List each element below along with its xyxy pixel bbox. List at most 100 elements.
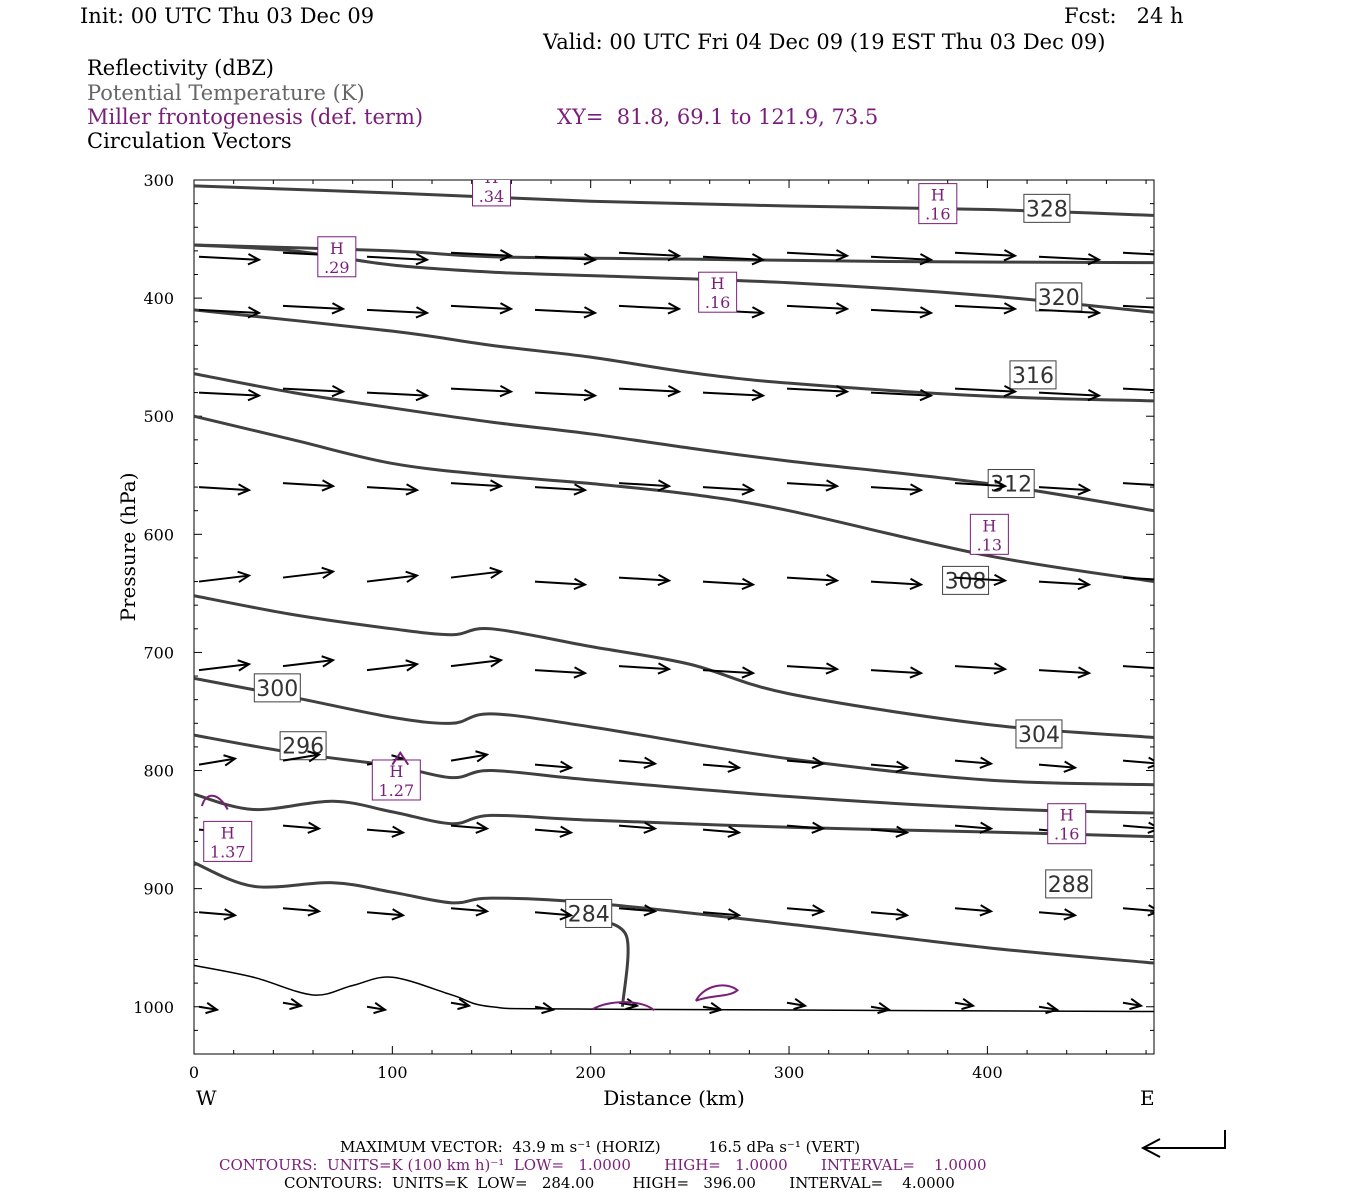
- vector-shaft: [1038, 308, 1100, 314]
- contour-label-300: 300: [256, 677, 298, 702]
- fronto-contour: [592, 1001, 655, 1012]
- frontogenesis-max: H.16: [698, 271, 738, 313]
- vector-shaft: [198, 255, 260, 261]
- circulation-vector: [1038, 253, 1102, 266]
- vector-shaft: [1122, 907, 1154, 912]
- vector-shaft: [870, 255, 932, 261]
- circulation-vector: [702, 253, 766, 266]
- circulation-vector: [1122, 251, 1154, 256]
- vector-shaft: [450, 251, 512, 257]
- circulation-vector: [534, 1002, 556, 1015]
- vector-head: [307, 821, 322, 834]
- vector-head: [909, 577, 924, 591]
- circulation-vector: [198, 659, 252, 672]
- theta-contour-312: [194, 372, 1154, 513]
- vector-shaft: [450, 659, 502, 668]
- vector-head: [307, 904, 322, 917]
- y-axis-title: Pressure (hPa): [116, 473, 140, 622]
- x-tick-label: 400: [972, 1063, 1003, 1082]
- vector-shaft: [702, 828, 740, 834]
- circulation-vector: [282, 904, 322, 917]
- vector-head: [1077, 577, 1092, 591]
- vector-shaft: [618, 576, 670, 582]
- theta-contour-304: [194, 594, 1154, 739]
- vector-shaft: [282, 659, 334, 668]
- circulation-vector: [366, 483, 420, 496]
- vector-head: [835, 302, 850, 315]
- vector-head: [499, 249, 514, 262]
- theta-contour-288: [194, 861, 1154, 965]
- vector-shaft: [1122, 824, 1154, 830]
- circulation-vector: [618, 384, 682, 398]
- circulation-vector: [1122, 304, 1154, 309]
- vector-head: [1162, 575, 1173, 585]
- vector-head: [457, 998, 472, 1011]
- circulation-vector: [534, 306, 598, 319]
- circulation-vector: [954, 756, 994, 769]
- circulation-vector: [1122, 665, 1154, 670]
- vector-head: [979, 904, 994, 917]
- vector-head: [583, 306, 598, 319]
- vector-shaft: [954, 665, 1006, 671]
- theta-contour-324: [194, 243, 1154, 265]
- contour-label-box: [1035, 282, 1083, 312]
- circulation-vector: [786, 821, 826, 834]
- vector-head: [415, 253, 430, 266]
- fronto-high-label: H: [931, 186, 945, 205]
- circulation-vector: [870, 306, 934, 319]
- vector-shaft: [282, 387, 344, 393]
- x-tick-label: 0: [189, 1063, 199, 1082]
- circulation-vector: [450, 655, 504, 668]
- vector-head: [1063, 908, 1078, 921]
- vector-head: [1147, 821, 1154, 834]
- circulation-vector: [870, 825, 910, 838]
- vector-head: [1003, 302, 1018, 315]
- vector-shaft: [534, 669, 586, 675]
- vector-shaft: [1038, 669, 1090, 675]
- vector-head: [1087, 253, 1102, 266]
- circulation-vector: [702, 388, 766, 402]
- fronto-contour: [694, 984, 740, 1002]
- vector-shaft: [954, 251, 1016, 257]
- vector-shaft: [1038, 1005, 1058, 1011]
- vector-shaft: [534, 308, 596, 314]
- circulation-vector: [366, 659, 420, 672]
- vector-shaft: [870, 1005, 890, 1011]
- vector-shaft: [786, 1001, 806, 1007]
- vector-head: [643, 756, 658, 769]
- vector-shaft: [1122, 1001, 1142, 1007]
- vector-shaft: [954, 482, 1006, 488]
- circulation-vector: [1122, 575, 1173, 585]
- vector-head: [573, 666, 588, 679]
- circulation-vector: [366, 825, 406, 838]
- vector-head: [475, 821, 490, 834]
- y-tick-label: 400: [143, 289, 174, 308]
- circulation-vector: [870, 388, 934, 402]
- vector-shaft: [702, 669, 754, 675]
- vector-head: [667, 384, 682, 398]
- vector-head: [1087, 388, 1102, 402]
- vector-head: [657, 573, 672, 587]
- vector-head: [919, 253, 934, 266]
- vector-head: [895, 760, 910, 773]
- theta-contour-284: [590, 916, 630, 1007]
- axis-labels: 300 400 500 600 700 800 900 1000 0 100 200 300 400 Di…: [116, 171, 1155, 1110]
- theta-contour-296: [194, 733, 1154, 815]
- circulation-vector: [954, 904, 994, 917]
- vector-head: [1063, 760, 1078, 773]
- circulation-vector: [198, 1002, 220, 1015]
- vector-shaft: [282, 824, 320, 830]
- vector-head: [643, 904, 658, 917]
- vector-head: [667, 249, 682, 262]
- circulation-vector: [282, 750, 322, 763]
- vector-head: [391, 825, 406, 838]
- circulation-vector: [198, 253, 262, 266]
- circulation-vector: [450, 302, 514, 315]
- circulation-vector: [534, 577, 588, 591]
- vector-shaft: [954, 907, 992, 913]
- circulation-vector: [282, 302, 346, 315]
- vector-shaft: [450, 387, 512, 393]
- circulation-vector: [366, 570, 420, 583]
- fronto-high-label: H: [389, 762, 403, 781]
- frontogenesis-max: H.29: [317, 236, 357, 278]
